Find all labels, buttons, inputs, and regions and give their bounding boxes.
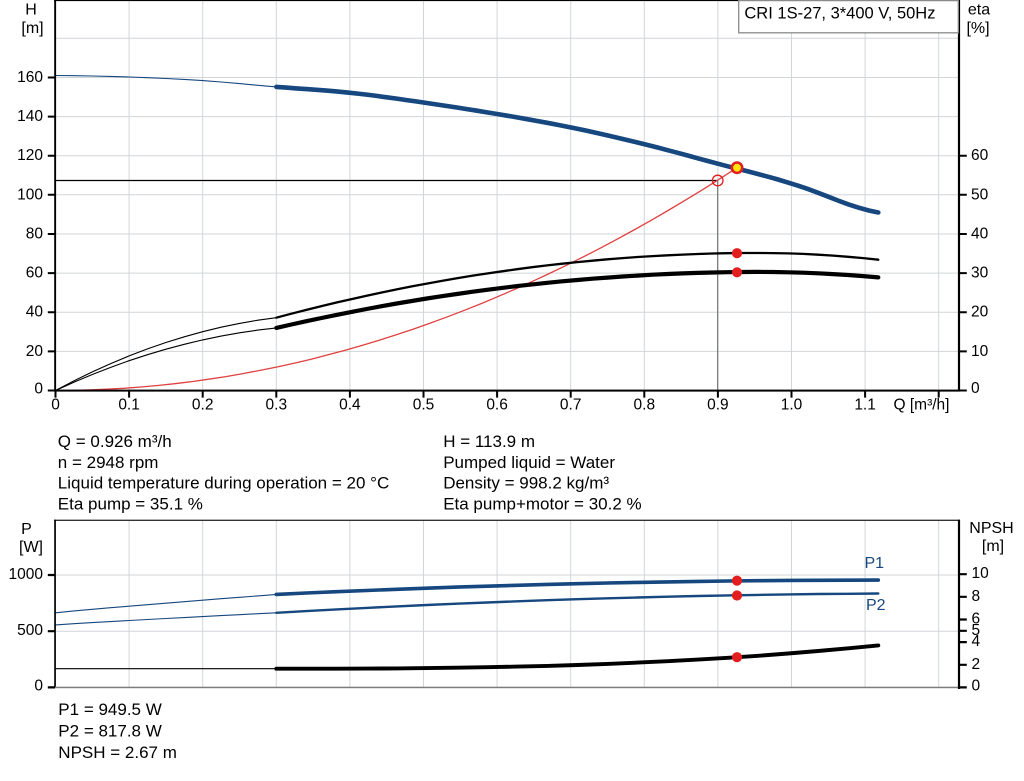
svg-text:[W]: [W] — [19, 539, 43, 556]
svg-text:5: 5 — [972, 622, 981, 639]
svg-text:0: 0 — [51, 397, 60, 414]
svg-text:Q = 0.926 m³/h: Q = 0.926 m³/h — [58, 432, 172, 451]
svg-text:P2: P2 — [866, 597, 886, 614]
svg-text:Q [m³/h]: Q [m³/h] — [894, 397, 950, 414]
svg-text:H = 113.9 m: H = 113.9 m — [443, 432, 535, 451]
svg-text:NPSH = 2.67 m: NPSH = 2.67 m — [58, 743, 177, 762]
svg-text:10: 10 — [972, 565, 990, 582]
svg-text:0.4: 0.4 — [339, 397, 361, 414]
svg-text:20: 20 — [26, 343, 44, 360]
svg-text:P2 = 817.8 W: P2 = 817.8 W — [58, 722, 161, 741]
svg-text:Eta pump+motor = 30.2 %: Eta pump+motor = 30.2 % — [443, 494, 641, 513]
svg-text:0.1: 0.1 — [118, 397, 140, 414]
svg-text:NPSH: NPSH — [969, 520, 1013, 537]
svg-text:40: 40 — [971, 226, 989, 243]
svg-text:P1 = 949.5 W: P1 = 949.5 W — [58, 700, 161, 719]
svg-text:0.8: 0.8 — [634, 397, 656, 414]
svg-text:2: 2 — [972, 656, 981, 673]
svg-text:60: 60 — [26, 265, 44, 282]
svg-text:CRI 1S-27, 3*400 V, 50Hz: CRI 1S-27, 3*400 V, 50Hz — [744, 4, 935, 22]
svg-text:H: H — [25, 2, 37, 19]
svg-text:0.3: 0.3 — [266, 397, 288, 414]
svg-text:1000: 1000 — [9, 566, 44, 583]
svg-text:[m]: [m] — [982, 538, 1004, 555]
svg-text:Density = 998.2 kg/m³: Density = 998.2 kg/m³ — [443, 474, 609, 493]
svg-text:n = 2948 rpm: n = 2948 rpm — [58, 453, 159, 472]
svg-text:4: 4 — [972, 633, 981, 650]
svg-text:[m]: [m] — [21, 20, 43, 37]
svg-text:P: P — [21, 521, 32, 538]
svg-text:0: 0 — [971, 380, 980, 397]
svg-text:0.5: 0.5 — [413, 397, 435, 414]
svg-text:140: 140 — [17, 108, 43, 125]
svg-text:eta: eta — [968, 2, 990, 19]
svg-text:8: 8 — [972, 588, 981, 605]
svg-text:500: 500 — [17, 622, 43, 639]
svg-text:0.2: 0.2 — [192, 397, 214, 414]
svg-text:0.9: 0.9 — [707, 397, 729, 414]
svg-text:20: 20 — [971, 304, 989, 321]
svg-text:Pumped liquid = Water: Pumped liquid = Water — [443, 453, 615, 472]
svg-text:0: 0 — [34, 380, 43, 397]
svg-text:120: 120 — [17, 147, 43, 164]
svg-text:[%]: [%] — [966, 20, 989, 37]
svg-text:6: 6 — [972, 611, 981, 628]
svg-text:1.0: 1.0 — [781, 397, 803, 414]
svg-text:P1: P1 — [865, 555, 885, 572]
svg-text:160: 160 — [17, 69, 43, 86]
svg-text:0: 0 — [972, 677, 981, 694]
svg-text:10: 10 — [971, 343, 989, 360]
svg-text:0.6: 0.6 — [486, 397, 508, 414]
svg-text:40: 40 — [26, 304, 44, 321]
svg-text:Liquid temperature during oper: Liquid temperature during operation = 20… — [58, 474, 389, 493]
svg-text:50: 50 — [971, 186, 989, 203]
svg-text:60: 60 — [971, 147, 989, 164]
svg-text:Eta pump = 35.1 %: Eta pump = 35.1 % — [58, 494, 203, 513]
svg-text:0.7: 0.7 — [560, 397, 582, 414]
svg-text:30: 30 — [971, 265, 989, 282]
svg-text:0: 0 — [34, 677, 43, 694]
svg-text:100: 100 — [17, 186, 43, 203]
svg-text:1.1: 1.1 — [854, 397, 876, 414]
svg-text:80: 80 — [26, 226, 44, 243]
